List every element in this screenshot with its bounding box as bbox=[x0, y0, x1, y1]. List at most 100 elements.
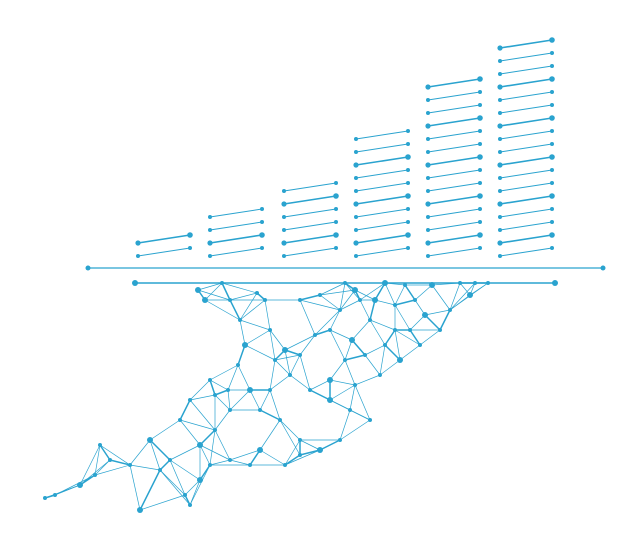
column-stroke bbox=[427, 169, 481, 179]
mesh-edge bbox=[424, 314, 441, 331]
node bbox=[273, 358, 277, 362]
node bbox=[268, 388, 272, 392]
mesh-edge bbox=[79, 444, 101, 486]
node bbox=[298, 353, 302, 357]
node bbox=[283, 463, 287, 467]
mesh-edge bbox=[414, 284, 433, 301]
mesh-edge bbox=[339, 282, 346, 311]
mesh-edge bbox=[394, 299, 416, 306]
mesh-edge bbox=[149, 419, 181, 441]
mesh-edge bbox=[221, 282, 231, 301]
node bbox=[422, 312, 428, 318]
column-stroke bbox=[283, 221, 337, 231]
mesh-edge bbox=[189, 479, 201, 506]
mesh-edge bbox=[214, 389, 229, 396]
node bbox=[242, 342, 248, 348]
node bbox=[498, 137, 502, 141]
mesh-edge bbox=[399, 344, 421, 361]
mesh-edge bbox=[359, 299, 371, 321]
mesh-edge bbox=[449, 294, 471, 311]
column-stroke bbox=[355, 234, 409, 244]
node bbox=[425, 123, 431, 129]
node bbox=[258, 408, 262, 412]
node bbox=[168, 458, 172, 462]
column-stroke bbox=[427, 234, 481, 244]
node bbox=[498, 59, 502, 63]
mesh-edge bbox=[384, 282, 396, 306]
mesh-edge bbox=[379, 344, 386, 376]
mesh-edge bbox=[179, 399, 191, 421]
mesh-edge bbox=[239, 319, 271, 331]
node bbox=[260, 207, 264, 211]
node bbox=[498, 176, 502, 180]
mesh-edge bbox=[229, 389, 251, 411]
mesh-edge bbox=[169, 444, 201, 461]
node bbox=[334, 207, 338, 211]
column-stroke bbox=[355, 221, 409, 231]
mesh-edge bbox=[409, 314, 426, 331]
node bbox=[550, 129, 554, 133]
node bbox=[406, 220, 410, 224]
node bbox=[550, 103, 554, 107]
node bbox=[477, 154, 483, 160]
mesh-edge bbox=[319, 439, 341, 451]
node bbox=[383, 343, 387, 347]
node bbox=[425, 201, 431, 207]
mesh-edge bbox=[414, 299, 426, 316]
mesh-edge bbox=[299, 354, 311, 391]
mesh-edge bbox=[384, 282, 406, 286]
mesh-edge bbox=[394, 304, 411, 331]
column-stroke bbox=[355, 247, 409, 257]
node bbox=[188, 398, 192, 402]
node bbox=[354, 254, 358, 258]
node bbox=[393, 303, 397, 307]
column-stroke bbox=[499, 65, 553, 75]
node bbox=[382, 280, 388, 286]
mesh-edge bbox=[227, 389, 231, 411]
node bbox=[498, 111, 502, 115]
mesh-edge bbox=[221, 282, 258, 294]
column-stroke bbox=[137, 247, 191, 257]
mesh-edge bbox=[259, 409, 281, 421]
mesh-edge bbox=[299, 299, 316, 336]
mesh-edge bbox=[449, 282, 461, 311]
mesh-edge bbox=[229, 459, 251, 466]
node bbox=[368, 418, 372, 422]
mesh-edge bbox=[314, 309, 341, 336]
node bbox=[477, 232, 483, 238]
node bbox=[549, 115, 555, 121]
mesh-edge bbox=[159, 469, 191, 506]
column-stroke bbox=[137, 234, 191, 244]
node bbox=[426, 150, 430, 154]
node bbox=[425, 240, 431, 246]
node bbox=[467, 292, 473, 298]
node bbox=[418, 343, 422, 347]
node bbox=[282, 215, 286, 219]
mesh-edge bbox=[229, 292, 258, 301]
node bbox=[406, 142, 410, 146]
node bbox=[406, 168, 410, 172]
mesh-edge bbox=[179, 419, 201, 446]
node bbox=[268, 328, 272, 332]
node bbox=[354, 189, 358, 193]
column-stroke bbox=[499, 195, 553, 205]
mesh-edge bbox=[159, 459, 171, 471]
node bbox=[478, 220, 482, 224]
mesh-edge bbox=[374, 282, 386, 301]
node bbox=[236, 363, 240, 367]
node bbox=[282, 189, 286, 193]
mesh-edge bbox=[449, 282, 476, 311]
mesh-edge bbox=[209, 379, 229, 391]
node bbox=[426, 228, 430, 232]
mesh-edge bbox=[169, 459, 201, 481]
node bbox=[334, 181, 338, 185]
node bbox=[333, 232, 339, 238]
node bbox=[425, 162, 431, 168]
mesh-edge bbox=[244, 329, 271, 346]
mesh-edge bbox=[214, 394, 231, 411]
mesh-edge bbox=[309, 389, 331, 401]
column-stroke bbox=[427, 208, 481, 218]
mesh-edge bbox=[419, 329, 441, 346]
column-stroke bbox=[499, 104, 553, 114]
node bbox=[354, 228, 358, 232]
